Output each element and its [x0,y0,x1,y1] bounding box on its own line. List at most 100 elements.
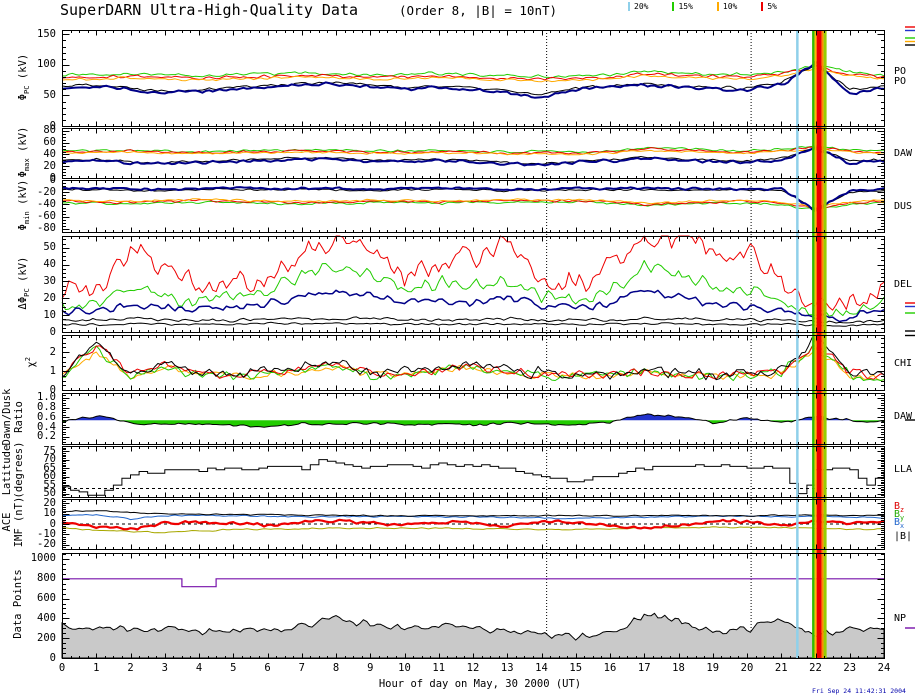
panel-ticks-phi-max [62,128,885,179]
legend-item: 5% [761,2,777,11]
page-title: SuperDARN Ultra-High-Quality Data [60,1,359,19]
y-tick-label: 100 [37,58,56,71]
y-tick-label: 70 [43,453,56,466]
series-dawn-dusk-ratio-ratio [61,413,885,428]
x-tick-label: 9 [367,662,374,674]
y-tick-label: 0.8 [37,401,56,414]
legend: 20% 15% 10% 5% [628,2,777,11]
series-data-points-npts-available [61,612,885,659]
x-tick-label: 20 [740,662,754,674]
y-tick-label: 0.4 [37,420,56,433]
y-axis-label-text: IMF (nT) [12,496,25,548]
y-tick-label: -60 [37,210,56,223]
x-axis-title: Hour of day on May, 30 2000 (UT) [378,678,582,690]
y-tick-label: 1 [49,364,56,377]
legend-swatch-15% [672,2,675,11]
y-tick-label: 0 [49,383,56,396]
highlight-band-stripe [821,30,824,658]
panel-ticks-dawn-dusk-ratio [62,393,885,445]
right-label-b: |B| [894,531,913,542]
series-delta-phi-pc-model-a [61,316,885,324]
series-phi-pc-pred-5pct [61,65,885,81]
highlight-band-stripe [823,30,827,658]
y-axis-label-text: Data Points [12,568,24,639]
x-tick-label: 24 [877,662,891,674]
y-axis-label-text: χ [25,360,38,368]
y-tick-label: 0 [49,171,56,184]
legend-swatch-5% [761,2,764,11]
y-tick-label: 50 [43,88,56,101]
right-label-dus: DUS [894,201,913,212]
y-tick-label: 20 [43,496,56,509]
y-tick-label: 600 [37,592,56,605]
right-label-by: By [894,509,905,522]
panel-ticks-chi-squared [62,335,885,391]
y-tick-label: 75 [43,444,56,457]
y-axis-label-text: (kV) [16,179,29,212]
panel-ticks-delta-phi-pc [62,236,885,333]
x-tick-label: 0 [58,662,66,674]
y-tick-label: -40 [37,197,56,210]
y-axis-label-text: ACE [1,512,13,532]
y-tick-label: 0.2 [37,430,56,443]
y-tick-label: 10 [43,507,56,520]
legend-item-label: 10% [722,2,738,11]
x-tick-label: 15 [569,662,583,674]
right-label-del: DEL [894,279,913,290]
highlight-band-stripe [812,30,815,658]
series-chi-squared-chi-5pct [61,338,885,380]
legend-swatch-20% [628,2,630,11]
x-tick-label: 8 [332,662,340,674]
legend-item: 10% [716,2,738,11]
legend-item-label: 15% [678,2,693,11]
series-ace-imf-imf-by [62,526,885,534]
y-tick-label: 55 [43,478,56,491]
y-tick-label: 50 [43,487,56,500]
y-tick-label: 800 [37,572,56,585]
legend-swatch-10% [716,2,719,11]
legend-item-label: 5% [767,2,777,11]
x-tick-label: 3 [161,662,168,674]
x-tick-label: 6 [264,662,271,674]
series-phi-max-uhq [61,147,885,167]
y-tick-label: -10 [37,527,56,540]
y-tick-label: 1000 [30,552,56,565]
right-label-np: NP [894,613,907,624]
y-tick-label: 0.6 [37,410,56,423]
right-label-lla: LLA [894,464,913,475]
panel-frame-delta-phi-pc [62,236,885,333]
y-tick-label: 40 [43,147,56,160]
series-ace-imf-imf-bz [61,518,885,531]
y-axis-label-text: (kV) [16,53,29,86]
right-label-po: PO [894,76,907,87]
series-chi-squared-chi-15pct [61,345,885,382]
x-tick-label: 7 [298,662,305,674]
y-tick-label: 0 [49,173,56,186]
x-tick-label: 10 [398,662,411,674]
page-subtitle: (Order 8, |B| = 10nT) [399,3,558,18]
x-tick-label: 23 [843,662,857,674]
series-phi-pc-uhq [61,60,885,99]
y-tick-label: 0 [49,517,56,530]
x-tick-label: 11 [432,662,446,674]
x-tick-label: 17 [637,662,651,674]
panel-ticks-ace-imf [62,499,885,550]
y-axis-label-text: PC [22,288,32,297]
y-tick-label: 20 [43,291,56,304]
panel-ticks-latitude [62,446,885,498]
highlight-band-stripe [814,30,817,658]
series-data-points-npts-max [62,578,884,588]
legend-item: 20% [628,2,648,11]
series-phi-min-pred-15pct [61,200,885,210]
x-tick-label: 21 [774,662,788,674]
series-phi-min-pred-10pct [61,198,885,209]
series-latitude-lower-latitude-boundary [62,459,885,496]
series-delta-phi-pc-model-b [61,321,885,327]
y-tick-label: 10 [43,308,56,321]
y-tick-label: 40 [43,258,56,271]
series-phi-min-uhq [61,186,885,213]
legend-item-label: 20% [634,2,649,11]
series-phi-max-pred-10pct [61,148,884,156]
y-tick-label: 150 [37,27,56,40]
